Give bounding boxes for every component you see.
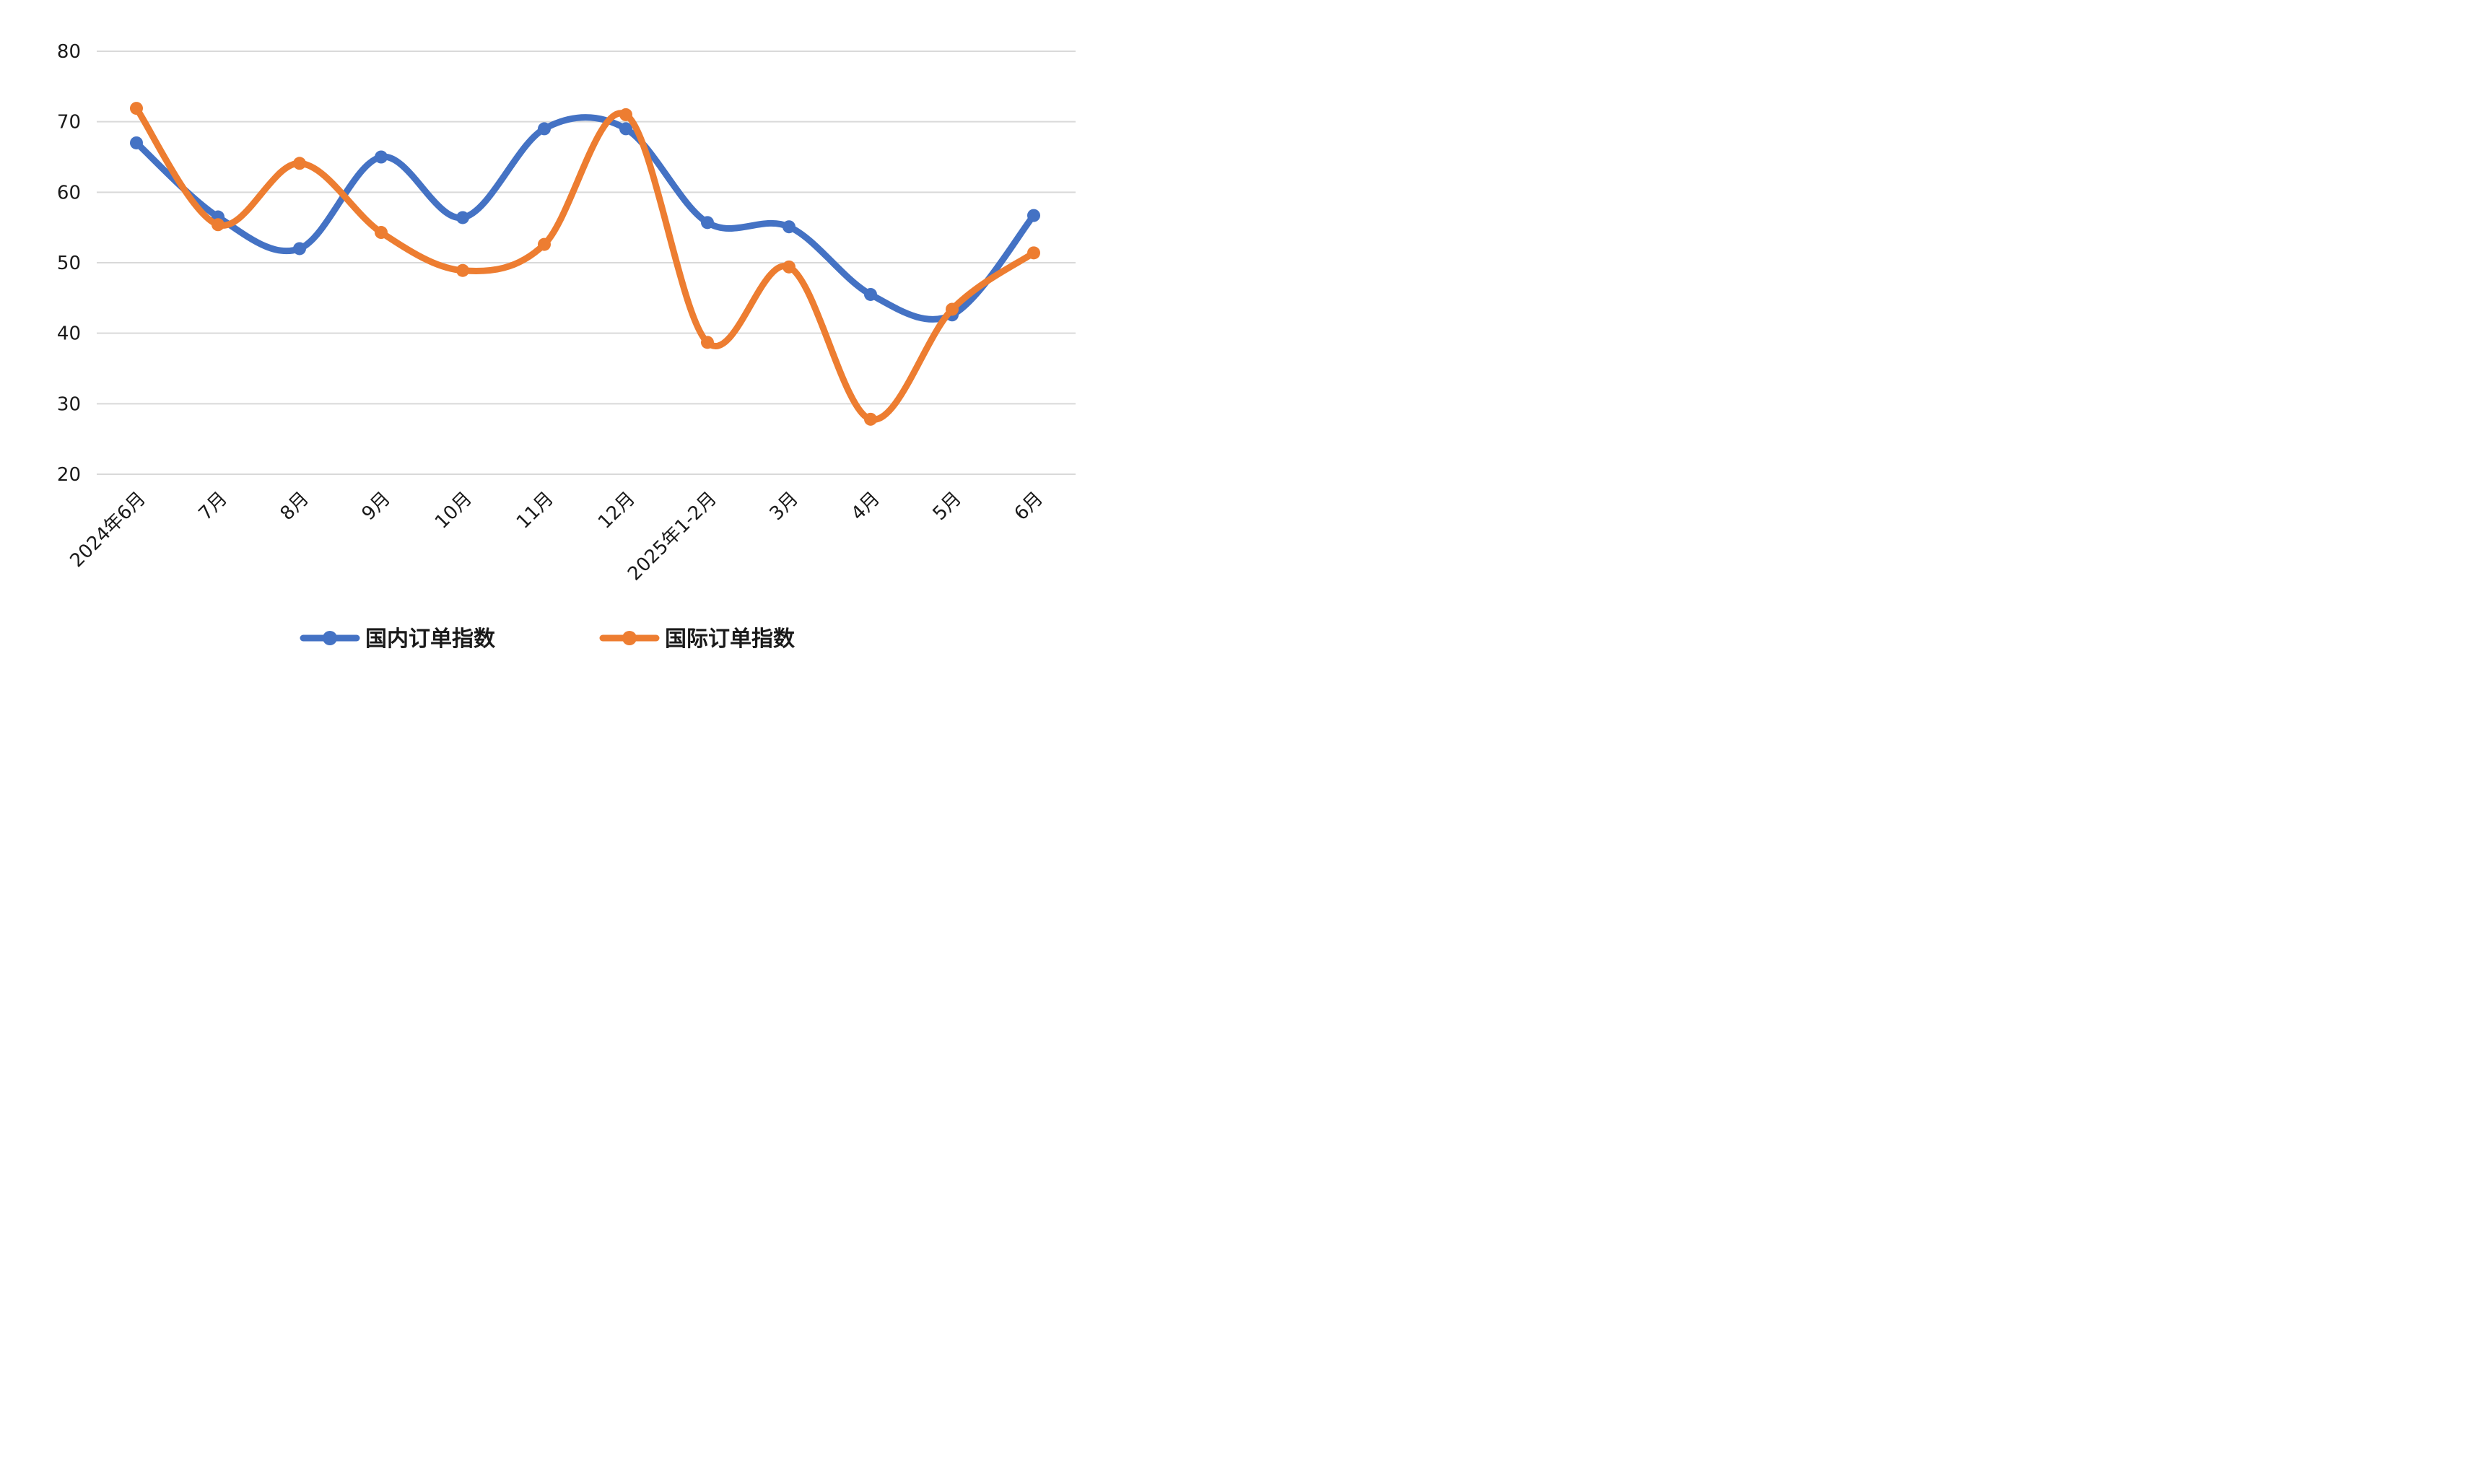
legend: 国内订单指数 国际订单指数 (300, 627, 795, 652)
x-tick-label: 8月 (276, 488, 313, 525)
x-tick-label: 5月 (929, 488, 966, 525)
data-point (701, 216, 714, 230)
data-point (619, 122, 632, 136)
x-tick-label: 11月 (513, 488, 558, 533)
x-tick-label: 2024年6月 (66, 488, 149, 572)
y-tick-label: 70 (57, 112, 81, 134)
data-point (130, 102, 143, 115)
data-point (538, 122, 551, 136)
data-point (783, 260, 795, 274)
y-tick-label: 60 (57, 182, 81, 204)
series-line (133, 105, 1037, 423)
legend-label: 国际订单指数 (665, 627, 795, 652)
data-point (864, 412, 877, 426)
data-point (456, 263, 469, 277)
x-tick-label: 6月 (1011, 488, 1047, 525)
x-tick-label: 7月 (195, 488, 232, 525)
data-point (864, 287, 877, 301)
data-point (1027, 209, 1040, 222)
data-point (130, 136, 143, 149)
y-tick-label: 80 (57, 41, 81, 63)
data-point (946, 302, 959, 316)
y-tick-label: 40 (57, 323, 81, 345)
y-tick-label: 20 (57, 464, 81, 486)
legend-label: 国内订单指数 (365, 627, 496, 652)
series-international-orders (130, 102, 1040, 426)
x-tick-label: 9月 (358, 488, 395, 525)
data-point (212, 218, 225, 232)
legend-item: 国内订单指数 (300, 627, 496, 652)
data-point (1027, 246, 1040, 260)
series-domestic-orders (130, 114, 1040, 323)
data-point (783, 220, 795, 234)
legend-item: 国际订单指数 (599, 627, 795, 652)
data-point (538, 237, 551, 251)
data-point (701, 336, 714, 349)
legend-marker (323, 631, 337, 645)
series-lines (130, 102, 1040, 426)
y-tick-label: 30 (57, 393, 81, 415)
data-point (293, 157, 306, 170)
x-tick-label: 3月 (766, 488, 803, 525)
x-tick-label: 12月 (594, 488, 640, 533)
x-tick-label: 10月 (431, 488, 476, 533)
series-line (133, 114, 1037, 323)
data-point (456, 211, 469, 224)
y-axis-ticks: 20 30 40 50 60 70 80 (57, 41, 81, 486)
data-point (375, 150, 388, 164)
data-point (619, 108, 632, 121)
y-tick-label: 50 (57, 253, 81, 274)
x-tick-label: 4月 (847, 488, 884, 525)
data-point (375, 226, 388, 240)
data-point (293, 242, 306, 256)
legend-marker (622, 631, 637, 645)
